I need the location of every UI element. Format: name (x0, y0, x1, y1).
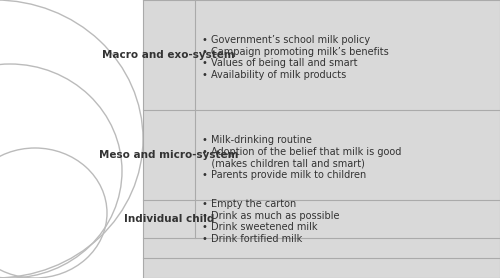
Bar (142, 200, 500, 238)
Text: Macro and exo-system: Macro and exo-system (102, 50, 235, 60)
Bar (142, 110, 500, 200)
Text: • Empty the carton: • Empty the carton (202, 199, 297, 209)
Text: • Campaign promoting milk’s benefits: • Campaign promoting milk’s benefits (202, 46, 389, 56)
Text: • Government’s school milk policy: • Government’s school milk policy (202, 35, 370, 45)
Bar (142, 258, 500, 278)
Text: (makes children tall and smart): (makes children tall and smart) (202, 158, 366, 168)
Text: • Drink sweetened milk: • Drink sweetened milk (202, 222, 318, 232)
Text: • Adoption of the belief that milk is good: • Adoption of the belief that milk is go… (202, 147, 402, 157)
Text: • Parents provide milk to children: • Parents provide milk to children (202, 170, 367, 180)
Text: • Drink fortified milk: • Drink fortified milk (202, 234, 303, 244)
Text: Individual child: Individual child (124, 214, 214, 224)
Bar (142, 0, 500, 110)
Text: • Availability of milk products: • Availability of milk products (202, 70, 347, 80)
Text: • Milk-drinking routine: • Milk-drinking routine (202, 135, 312, 145)
Bar (142, 238, 500, 258)
Text: • Drink as much as possible: • Drink as much as possible (202, 210, 340, 220)
Text: Meso and micro-system: Meso and micro-system (99, 150, 238, 160)
Text: • Values of being tall and smart: • Values of being tall and smart (202, 58, 358, 68)
